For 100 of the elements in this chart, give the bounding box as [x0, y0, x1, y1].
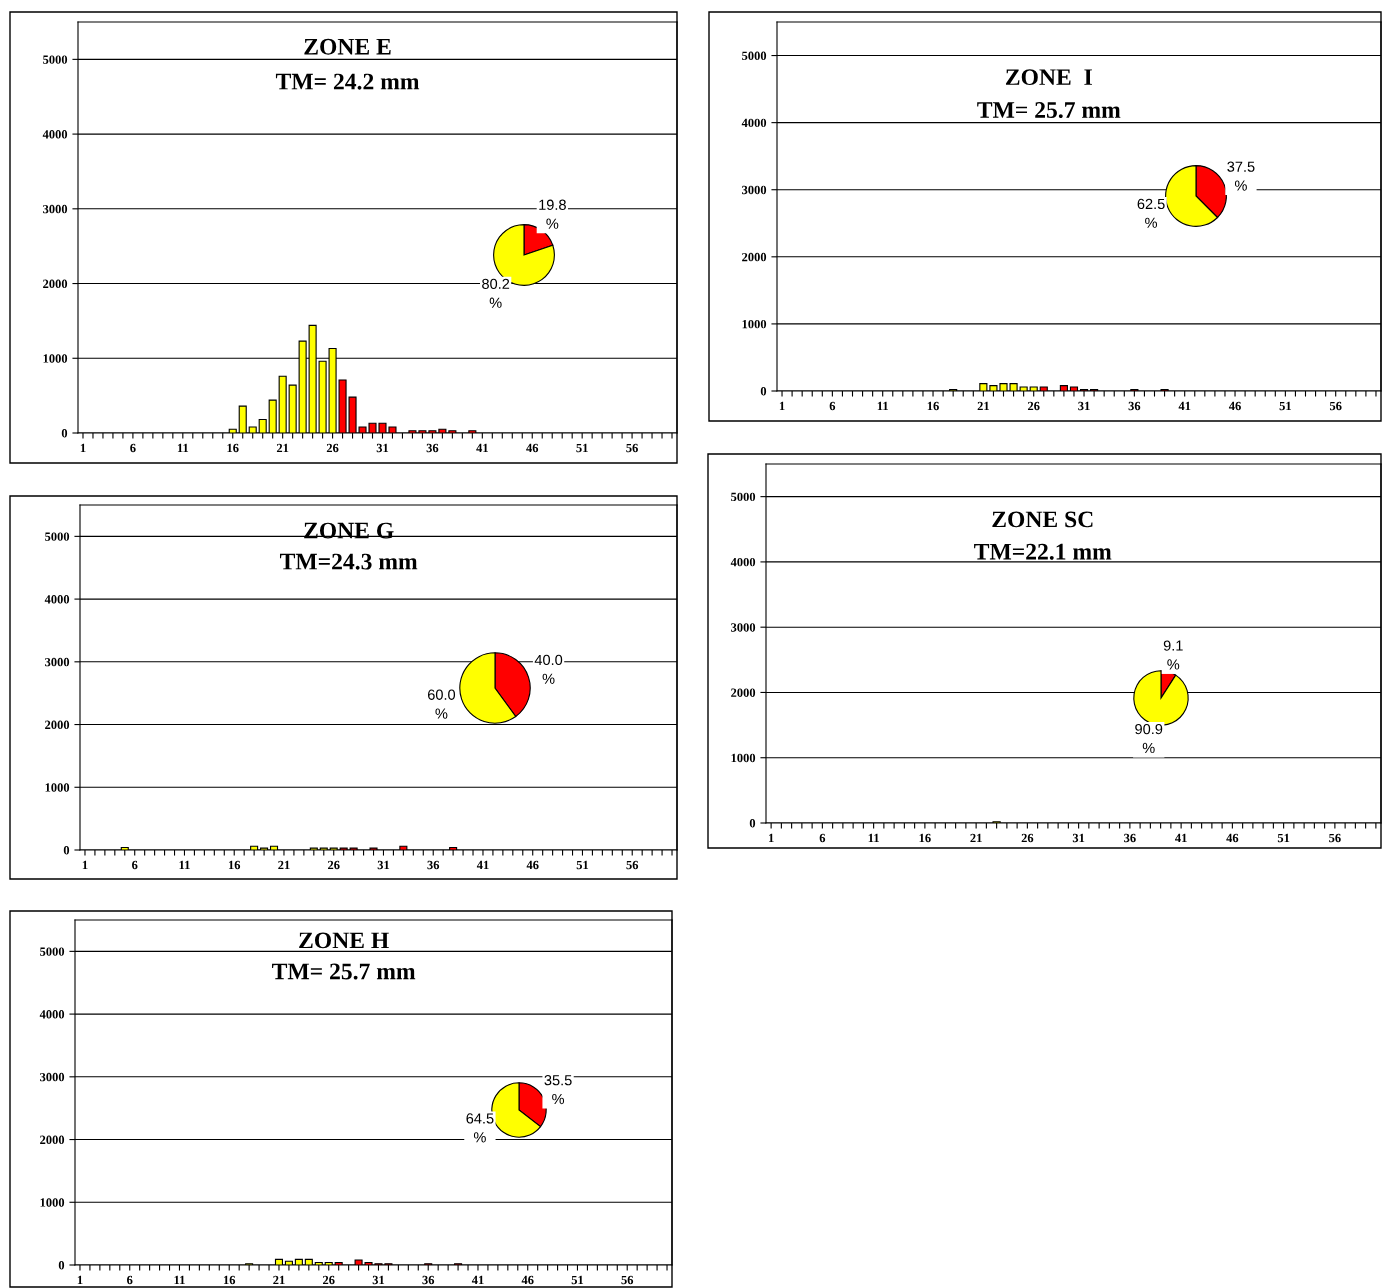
x-tick-label: 36	[422, 1275, 435, 1285]
y-tick-label: 4000	[730, 557, 756, 567]
x-tick-label: 1	[82, 860, 88, 870]
y-tick-label: 5000	[742, 51, 767, 61]
y-tick-label: 2000	[45, 720, 70, 730]
x-tick-label: 41	[471, 1275, 484, 1285]
x-tick-label: 26	[1027, 401, 1040, 411]
x-tick-label: 6	[829, 401, 836, 411]
y-tick-label: 2000	[40, 1135, 65, 1145]
y-tick-label: 0	[749, 819, 756, 828]
x-tick-label: 46	[526, 443, 539, 453]
y-tick-label: 5000	[43, 55, 68, 64]
data-label: 60.0 %	[427, 689, 456, 719]
x-tick-label: 31	[1072, 833, 1085, 843]
y-tick-label: 0	[58, 1261, 65, 1270]
x-tick-label: 16	[927, 401, 939, 411]
data-label: 80.2 %	[482, 278, 510, 308]
x-tick-label: 26	[328, 860, 340, 870]
x-tick-label: 1	[77, 1275, 83, 1285]
x-tick-label: 26	[323, 1275, 335, 1285]
text: TM= 25.7 mm	[977, 102, 1121, 119]
y-tick-label: 2000	[43, 279, 68, 289]
data-label: 19.8 %	[539, 199, 566, 229]
x-tick-label: 46	[521, 1275, 534, 1285]
x-tick-label: 11	[868, 833, 879, 843]
x-tick-label: 46	[1226, 833, 1239, 843]
text: ZONE E	[304, 38, 391, 55]
x-tick-label: 56	[1329, 401, 1342, 411]
x-tick-label: 31	[377, 860, 390, 870]
x-tick-label: 41	[1175, 833, 1187, 843]
y-tick-label: 3000	[43, 204, 68, 214]
x-tick-label: 16	[227, 443, 239, 453]
y-tick-label: 5000	[45, 532, 70, 541]
x-tick-label: 46	[526, 860, 539, 870]
y-tick-label: 1000	[742, 319, 767, 329]
x-tick-label: 21	[977, 401, 989, 411]
x-tick-label: 11	[877, 401, 888, 411]
chart-title: ZONE H	[299, 932, 389, 949]
x-tick-label: 1	[769, 833, 774, 843]
data-label: 40.0 %	[534, 654, 563, 684]
x-tick-label: 51	[571, 1275, 584, 1285]
y-tick-label: 5000	[731, 492, 756, 502]
x-tick-label: 6	[819, 833, 826, 843]
x-tick-label: 1	[779, 401, 785, 411]
x-tick-label: 6	[127, 1275, 133, 1285]
y-tick-label: 1000	[731, 753, 756, 763]
x-tick-label: 11	[179, 860, 190, 870]
y-tick-label: 4000	[42, 130, 68, 139]
x-tick-label: 56	[621, 1275, 634, 1285]
y-tick-label: 2000	[731, 688, 756, 697]
x-tick-label: 11	[174, 1275, 185, 1285]
y-tick-label: 4000	[39, 1010, 65, 1019]
x-tick-label: 56	[626, 443, 638, 453]
x-tick-label: 21	[276, 443, 289, 453]
x-tick-label: 21	[970, 833, 982, 843]
x-tick-label: 11	[177, 443, 189, 453]
x-tick-label: 6	[130, 443, 136, 453]
x-tick-label: 16	[228, 860, 241, 870]
x-tick-label: 16	[223, 1275, 236, 1285]
x-tick-label: 26	[1021, 833, 1034, 843]
text: TM=24.3 mm	[280, 553, 418, 570]
x-tick-label: 31	[376, 443, 389, 453]
x-tick-label: 21	[278, 860, 290, 870]
text: TM=22.1 mm	[974, 543, 1112, 560]
y-tick-label: 1000	[45, 783, 70, 792]
x-tick-label: 6	[132, 860, 138, 870]
y-tick-label: 3000	[731, 623, 756, 632]
y-tick-label: 5000	[40, 947, 65, 956]
x-tick-label: 36	[427, 860, 440, 870]
y-tick-label: 0	[63, 846, 70, 855]
x-tick-label: 36	[1124, 833, 1136, 843]
data-label: 37.5 %	[1227, 161, 1255, 191]
y-tick-label: 3000	[40, 1072, 65, 1082]
x-tick-label: 1	[80, 443, 86, 453]
data-label: 9.1 %	[1163, 640, 1183, 670]
x-tick-label: 51	[1277, 833, 1290, 843]
y-tick-label: 4000	[44, 595, 70, 604]
x-tick-label: 56	[626, 860, 639, 870]
x-tick-label: 56	[1329, 833, 1341, 843]
y-tick-label: 4000	[741, 118, 767, 128]
data-label: 35.5 %	[544, 1075, 572, 1105]
y-tick-label: 1000	[40, 1198, 65, 1207]
data-label: 62.5 %	[1137, 198, 1165, 228]
text: ZONE SC	[992, 511, 1093, 528]
x-tick-label: 46	[1228, 401, 1241, 411]
x-tick-label: 51	[576, 443, 588, 453]
y-tick-label: 0	[61, 429, 68, 438]
y-tick-label: 3000	[742, 185, 767, 195]
y-tick-label: 2000	[742, 252, 767, 262]
x-tick-label: 21	[273, 1275, 285, 1285]
x-tick-label: 36	[1128, 401, 1141, 411]
x-tick-label: 31	[372, 1275, 385, 1285]
text: ZONE I	[1005, 69, 1092, 86]
x-tick-label: 26	[326, 443, 339, 453]
x-tick-label: 41	[476, 860, 489, 870]
x-tick-label: 31	[1078, 401, 1090, 411]
x-tick-label: 16	[919, 833, 931, 843]
x-tick-label: 51	[1279, 401, 1291, 411]
y-tick-label: 3000	[45, 657, 70, 667]
x-tick-label: 51	[576, 860, 589, 870]
